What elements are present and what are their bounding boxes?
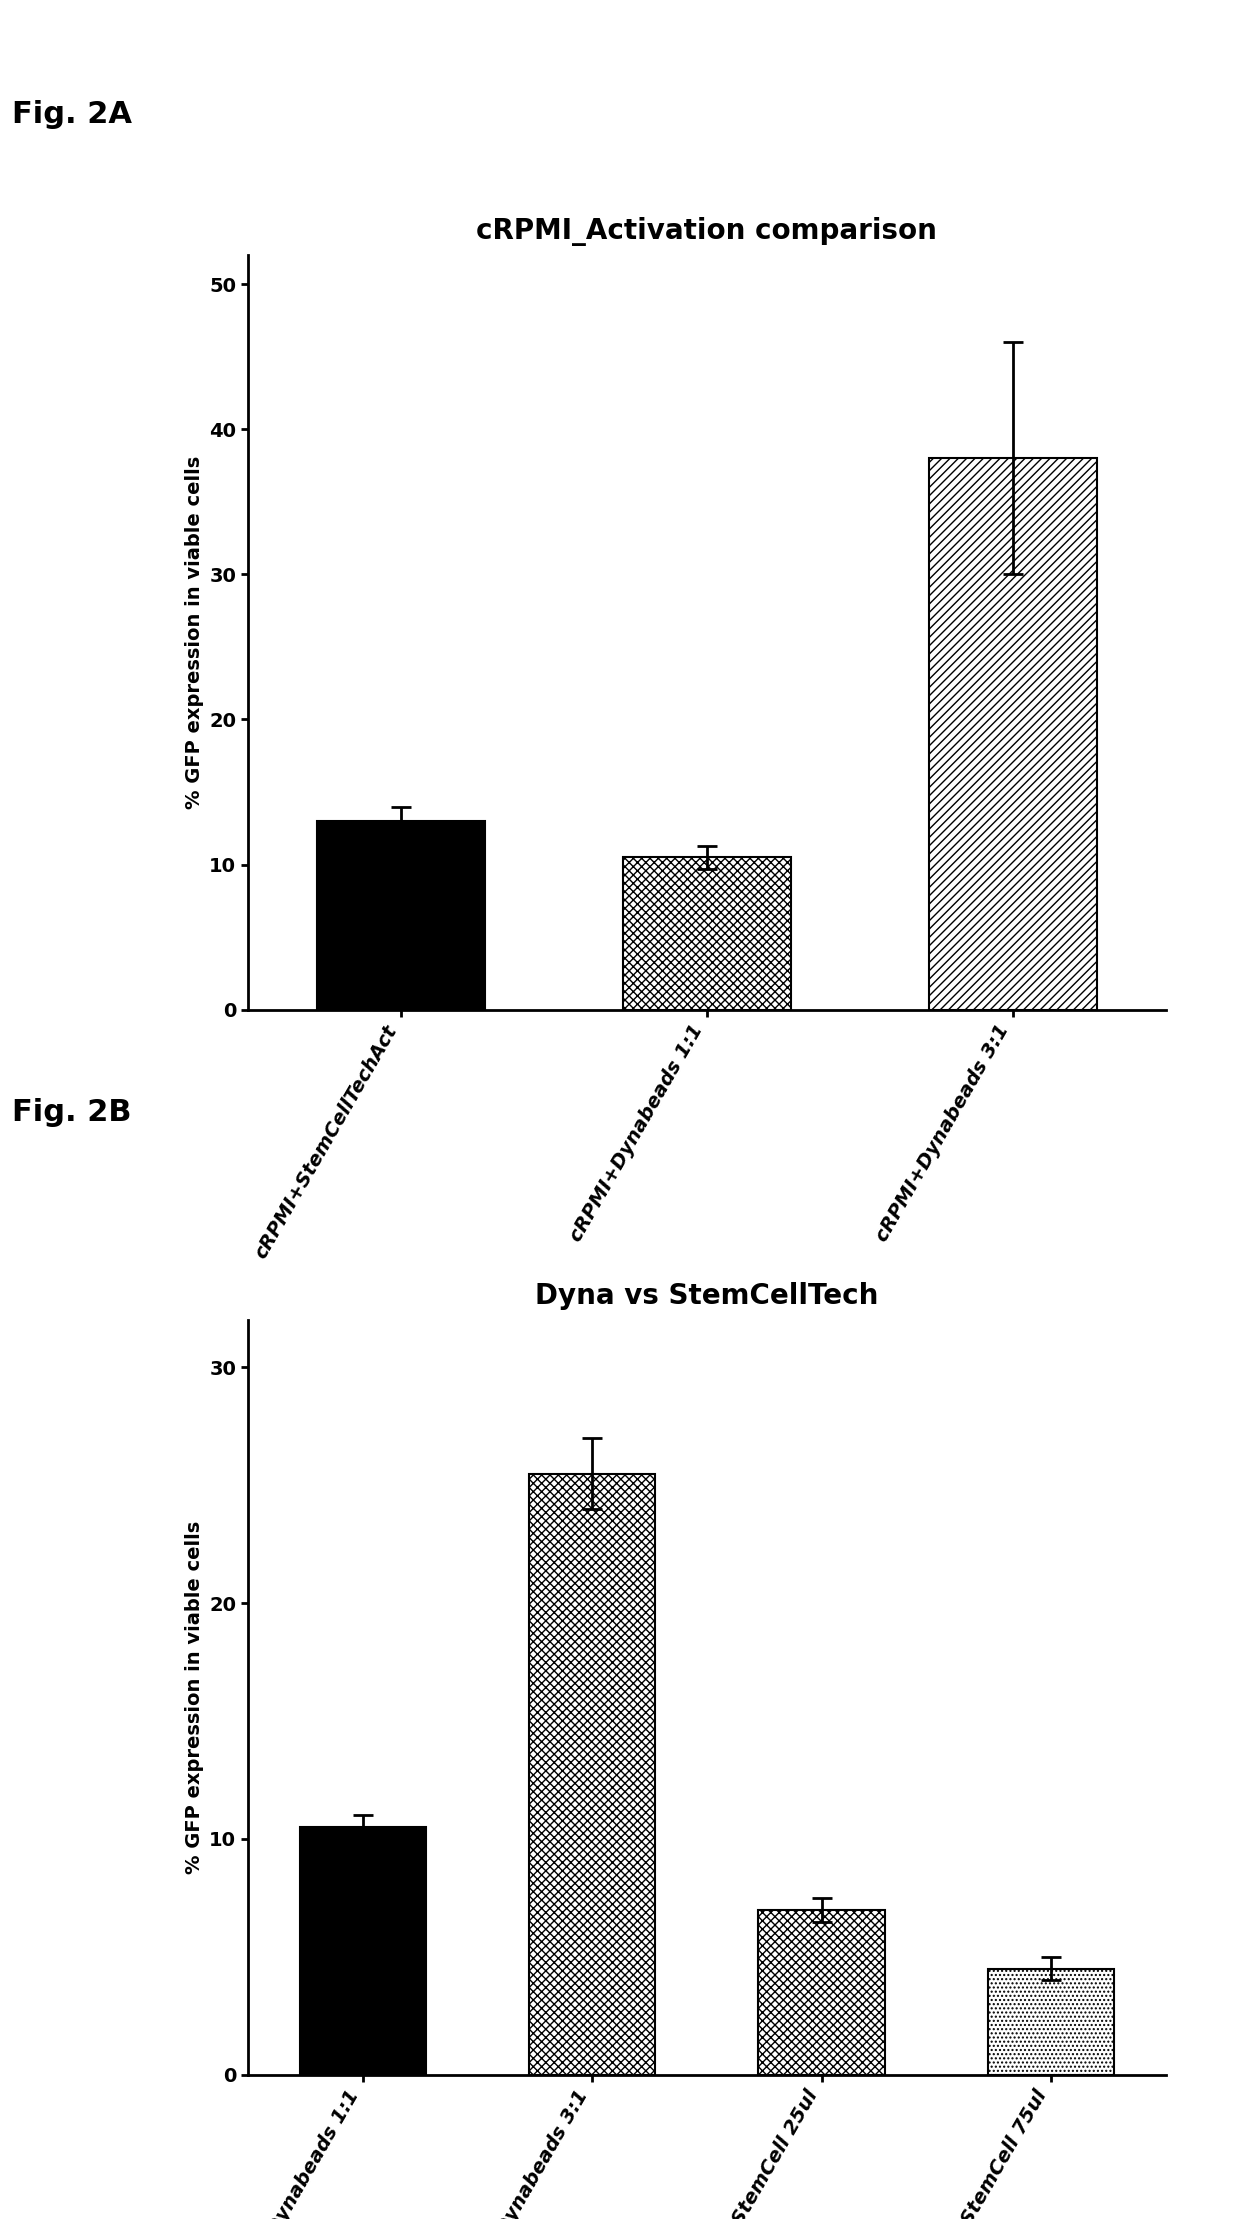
Bar (529, 1473, 655, 2075)
Text: Fig. 2B: Fig. 2B (12, 1098, 131, 1127)
Bar (929, 459, 1096, 1010)
Y-axis label: % GFP expression in viable cells: % GFP expression in viable cells (185, 1520, 203, 1875)
Text: Fig. 2A: Fig. 2A (12, 100, 133, 129)
Y-axis label: % GFP expression in viable cells: % GFP expression in viable cells (185, 455, 203, 810)
Bar (622, 857, 791, 1010)
Bar (988, 1968, 1114, 2075)
Bar (300, 1826, 425, 2075)
Title: Dyna vs StemCellTech: Dyna vs StemCellTech (536, 1283, 878, 1309)
Bar (316, 821, 485, 1010)
Bar (759, 1911, 884, 2075)
Title: cRPMI_Activation comparison: cRPMI_Activation comparison (476, 217, 937, 246)
